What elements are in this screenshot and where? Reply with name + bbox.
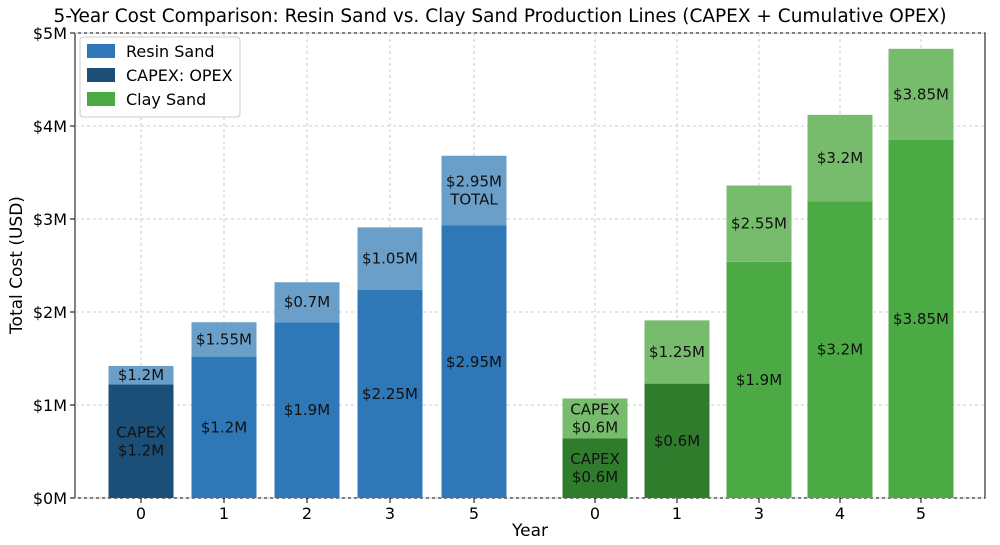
x-tick-label: 3: [385, 504, 395, 523]
resin-top-label: TOTAL: [449, 191, 498, 209]
resin-top-label: $1.55M: [196, 330, 252, 348]
clay-top-label: CAPEX: [570, 400, 620, 418]
resin-top-label: $2.95M: [446, 173, 502, 191]
legend-swatch: [87, 92, 115, 106]
resin-bar-top-year-1: [191, 322, 257, 357]
clay-base-label: $0.6M: [654, 432, 700, 450]
y-axis-label: Total Cost (USD): [7, 196, 27, 335]
clay-bar-top-year-3: [726, 185, 792, 262]
clay-bar-base-year-1: [644, 383, 710, 498]
clay-bar-top-year-1: [644, 320, 710, 384]
x-tick-label: 1: [219, 504, 229, 523]
resin-bar-top-year-3: [357, 227, 423, 290]
y-tick-label: $3M: [33, 210, 67, 229]
resin-bar-base-year-3: [357, 289, 423, 498]
clay-top-label: $3.85M: [893, 85, 949, 103]
legend-swatch: [87, 68, 115, 82]
legend: Resin Sand CAPEX: OPEX Clay Sand: [79, 36, 241, 118]
clay-base-label: $1.9M: [736, 371, 782, 389]
resin-base-label: $1.2M: [201, 418, 247, 436]
clay-bar-base-year-0: [562, 438, 628, 498]
resin-bar-top-year-2: [274, 282, 340, 323]
resin-top-label: $0.7M: [284, 293, 330, 311]
clay-base-label: $3.85M: [893, 310, 949, 328]
chart-title: 5-Year Cost Comparison: Resin Sand vs. C…: [53, 6, 946, 27]
x-axis-label: Year: [511, 521, 548, 541]
y-tick-label: $1M: [33, 396, 67, 415]
resin-base-label: CAPEX: [116, 423, 166, 441]
resin-bar-base-year-1: [191, 356, 257, 498]
x-tick-label: 0: [590, 504, 600, 523]
resin-bar-base-year-5: [441, 225, 507, 498]
y-tick-label: $5M: [33, 24, 67, 43]
resin-bar-top-year-5: [441, 155, 507, 226]
y-tick-label: $2M: [33, 303, 67, 322]
clay-bar-base-year-5: [888, 139, 954, 498]
x-tick-label: 0: [136, 504, 146, 523]
y-axis-ticks: $0M $1M $2M $3M $4M $5M: [33, 24, 75, 508]
clay-top-label: $2.55M: [731, 215, 787, 233]
clay-top-label: $0.6M: [572, 418, 618, 436]
bars-group: [108, 48, 954, 498]
resin-top-label: $1.2M: [118, 366, 164, 384]
clay-bar-top-year-4: [807, 114, 873, 202]
resin-bar-top-year-0: [108, 365, 174, 385]
bar-labels-group: CAPEX$1.2M$1.2M$1.2M$1.55M$1.9M$0.7M$2.2…: [116, 85, 949, 486]
y-tick-label: $0M: [33, 489, 67, 508]
legend-label: Clay Sand: [126, 90, 206, 109]
x-tick-label: 1: [672, 504, 682, 523]
clay-top-label: $3.2M: [817, 149, 863, 167]
x-axis-ticks: 0 1 2 3 5 0 1 3 4 5: [136, 498, 926, 523]
clay-base-label: $3.2M: [817, 341, 863, 359]
resin-base-label: $2.25M: [362, 385, 418, 403]
clay-base-label: CAPEX: [570, 450, 620, 468]
legend-swatch: [87, 44, 115, 58]
x-tick-label: 4: [835, 504, 845, 523]
x-tick-label: 5: [469, 504, 479, 523]
legend-label: CAPEX: OPEX: [126, 66, 233, 85]
plot-area: [74, 32, 986, 499]
resin-base-label: $2.95M: [446, 353, 502, 371]
clay-bar-base-year-3: [726, 261, 792, 498]
clay-bar-base-year-4: [807, 201, 873, 498]
y-tick-label: $4M: [33, 117, 67, 136]
clay-bar-top-year-5: [888, 48, 954, 140]
clay-base-label: $0.6M: [572, 468, 618, 486]
resin-top-label: $1.05M: [362, 250, 418, 268]
x-tick-label: 3: [754, 504, 764, 523]
legend-frame: [79, 36, 241, 118]
clay-top-label: $1.25M: [649, 343, 705, 361]
x-tick-label: 2: [302, 504, 312, 523]
resin-base-label: $1.9M: [284, 401, 330, 419]
resin-bar-base-year-0: [108, 384, 174, 498]
clay-bar-top-year-0: [562, 398, 628, 439]
legend-label: Resin Sand: [126, 42, 215, 61]
resin-bar-base-year-2: [274, 322, 340, 498]
resin-base-label: $1.2M: [118, 441, 164, 459]
x-tick-label: 5: [916, 504, 926, 523]
